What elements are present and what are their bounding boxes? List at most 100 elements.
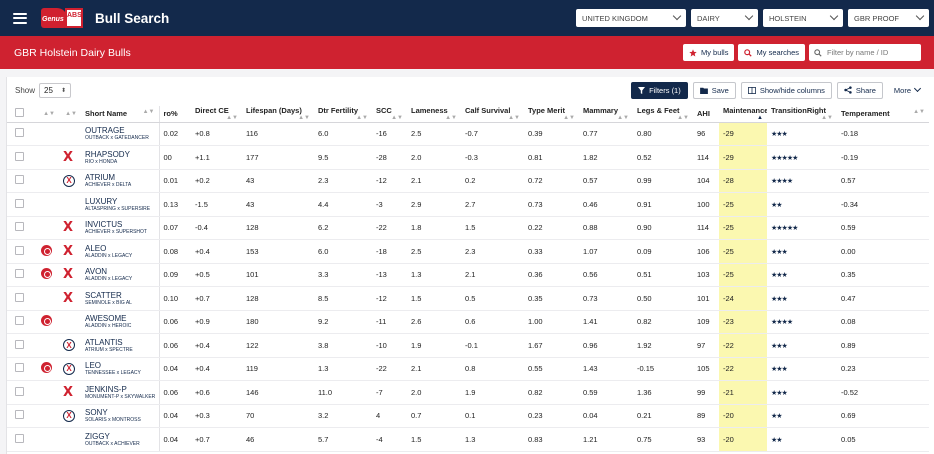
- short-name-cell[interactable]: ATRIUM ACHIEVER x DELTA: [81, 169, 160, 193]
- row-checkbox[interactable]: [15, 433, 24, 443]
- table-row[interactable]: X SONY SOLARIS x MONTROSS 0.04 +0.3 70 3.2 4 0.7…: [7, 404, 929, 428]
- column-header-transitionright[interactable]: TransitionRight ▲▼: [767, 106, 837, 123]
- row-checkbox[interactable]: [15, 198, 24, 208]
- table-row[interactable]: AWESOME ALADDIN x HEROIC 0.06 +0.9 180 9.2 -11…: [7, 310, 929, 334]
- table-row[interactable]: X RHAPSODY RIO x HONDA 00 +1.1 177 9.5 -28 2.0 -0…: [7, 145, 929, 170]
- breed-select[interactable]: HOLSTEIN: [763, 9, 843, 27]
- row-select-cell[interactable]: [7, 239, 37, 264]
- select-all-checkbox[interactable]: [15, 108, 24, 118]
- filters-button[interactable]: Filters (1): [631, 81, 688, 99]
- table-row[interactable]: X INVICTUS ACHIEVER x SUPERSHOT 0.07 -0.4 128…: [7, 216, 929, 240]
- bull-name-link[interactable]: ZIGGY: [85, 431, 110, 441]
- country-select[interactable]: UNITED KINGDOM: [576, 9, 686, 27]
- column-header-lifespan[interactable]: Lifespan (Days) ▲▼: [242, 106, 314, 123]
- badge-header[interactable]: ▲▼: [37, 106, 59, 123]
- bull-name-link[interactable]: AVON: [85, 267, 108, 277]
- show-hide-columns-button[interactable]: Show/hide columns: [740, 81, 832, 99]
- bull-name-link[interactable]: AWESOME: [85, 314, 127, 324]
- brand-logo[interactable]: ABS Genus: [41, 6, 85, 30]
- table-row[interactable]: X LEO TENNESSEE x LEGACY 0.04 +0.4 119 1.3 -22 2…: [7, 357, 929, 381]
- row-checkbox[interactable]: [15, 316, 24, 326]
- bull-name-link[interactable]: OUTRAGE: [85, 126, 125, 136]
- bull-name-link[interactable]: ATRIUM: [85, 173, 116, 183]
- table-row[interactable]: LUXURY ALTASPRING x SUPERSIRE 0.13 -1.5 43 4.…: [7, 192, 929, 217]
- short-name-cell[interactable]: LUXURY ALTASPRING x SUPERSIRE: [81, 192, 160, 217]
- column-header-calf-survival[interactable]: Calf Survival ▲▼: [461, 106, 524, 123]
- row-select-cell[interactable]: [7, 310, 37, 334]
- column-header-direct-ce[interactable]: Direct CE ▲▼: [191, 106, 242, 123]
- short-name-cell[interactable]: AWESOME ALADDIN x HEROIC: [81, 310, 160, 334]
- row-select-cell[interactable]: [7, 357, 37, 381]
- column-header-type-merit[interactable]: Type Merit ▲▼: [524, 106, 579, 123]
- column-header-maintenance[interactable]: Maintenance ▲: [719, 106, 767, 123]
- bull-name-link[interactable]: SONY: [85, 408, 108, 418]
- row-checkbox[interactable]: [15, 269, 24, 279]
- name-filter-input[interactable]: Filter by name / ID: [809, 44, 921, 61]
- save-button[interactable]: Save: [692, 81, 736, 99]
- select-all-header[interactable]: [7, 106, 37, 123]
- row-select-cell[interactable]: [7, 404, 37, 428]
- page-size-select[interactable]: 25 ⬍: [39, 82, 72, 98]
- my-bulls-button[interactable]: My bulls: [682, 44, 735, 61]
- mark-header[interactable]: ▲▼: [59, 106, 81, 123]
- short-name-cell[interactable]: RHAPSODY RIO x HONDA: [81, 145, 160, 170]
- table-row[interactable]: X SCATTER SEMINOLE x BIG AL 0.10 +0.7 128 8.5-…: [7, 286, 929, 311]
- row-checkbox[interactable]: [15, 363, 24, 373]
- short-name-cell[interactable]: ZIGGY OUTBACK x ACHIEVER: [81, 427, 160, 452]
- row-checkbox[interactable]: [15, 222, 24, 232]
- row-checkbox[interactable]: [15, 151, 24, 161]
- table-row[interactable]: ZIGGY OUTBACK x ACHIEVER 0.04 +0.7 46 5.7 -4 1.…: [7, 427, 929, 452]
- bull-name-link[interactable]: ALEO: [85, 243, 107, 253]
- row-checkbox[interactable]: [15, 292, 24, 302]
- bull-name-link[interactable]: SCATTER: [85, 290, 122, 300]
- row-checkbox[interactable]: [15, 128, 24, 138]
- row-select-cell[interactable]: [7, 145, 37, 170]
- column-header-ro[interactable]: ro%: [159, 106, 191, 123]
- table-row[interactable]: X ATLANTIS ATRIUM x SPECTRE 0.06 +0.4 122 3.8-…: [7, 333, 929, 358]
- sector-select[interactable]: DAIRY: [691, 9, 758, 27]
- row-select-cell[interactable]: [7, 216, 37, 240]
- row-select-cell[interactable]: [7, 427, 37, 452]
- column-header-short-name[interactable]: Short Name ▲▼: [81, 106, 160, 123]
- short-name-cell[interactable]: INVICTUS ACHIEVER x SUPERSHOT: [81, 216, 160, 240]
- short-name-cell[interactable]: JENKINS-P MONUMENT-P x SKYWALKER: [81, 380, 160, 405]
- short-name-cell[interactable]: SCATTER SEMINOLE x BIG AL: [81, 286, 160, 311]
- short-name-cell[interactable]: ATLANTIS ATRIUM x SPECTRE: [81, 333, 160, 358]
- bull-name-link[interactable]: INVICTUS: [85, 220, 123, 230]
- short-name-cell[interactable]: LEO TENNESSEE x LEGACY: [81, 357, 160, 381]
- row-select-cell[interactable]: [7, 122, 37, 146]
- row-select-cell[interactable]: [7, 263, 37, 287]
- table-row[interactable]: X JENKINS-P MONUMENT-P x SKYWALKER 0.06 +0.6…: [7, 380, 929, 405]
- menu-icon[interactable]: [13, 12, 27, 24]
- row-select-cell[interactable]: [7, 380, 37, 405]
- table-row[interactable]: OUTRAGE OUTBACK x GATEDANCER 0.02 +0.8 116 6.…: [7, 122, 929, 146]
- column-header-lameness[interactable]: Lameness ▲▼: [407, 106, 461, 123]
- short-name-cell[interactable]: OUTRAGE OUTBACK x GATEDANCER: [81, 122, 160, 146]
- row-select-cell[interactable]: [7, 192, 37, 217]
- bull-name-link[interactable]: LUXURY: [85, 196, 118, 206]
- row-select-cell[interactable]: [7, 286, 37, 311]
- table-row[interactable]: X ATRIUM ACHIEVER x DELTA 0.01 +0.2 43 2.3 -12 2…: [7, 169, 929, 193]
- bull-name-link[interactable]: LEO: [85, 361, 102, 371]
- bull-name-link[interactable]: JENKINS-P: [85, 384, 127, 394]
- my-searches-button[interactable]: My searches: [738, 44, 805, 61]
- row-checkbox[interactable]: [15, 175, 24, 185]
- proof-select[interactable]: GBR PROOF: [848, 9, 929, 27]
- column-header-temperament[interactable]: Temperament ▲▼: [837, 106, 929, 123]
- short-name-cell[interactable]: ALEO ALADDIN x LEGACY: [81, 239, 160, 264]
- more-menu[interactable]: More: [888, 84, 926, 95]
- column-header-scc[interactable]: SCC ▲▼: [372, 106, 407, 123]
- bull-name-link[interactable]: RHAPSODY: [85, 149, 130, 159]
- bull-name-link[interactable]: ATLANTIS: [85, 337, 123, 347]
- share-button[interactable]: Share: [836, 81, 883, 99]
- row-checkbox[interactable]: [15, 410, 24, 420]
- column-header-ahi[interactable]: AHI: [693, 106, 719, 123]
- short-name-cell[interactable]: SONY SOLARIS x MONTROSS: [81, 404, 160, 428]
- table-row[interactable]: X ALEO ALADDIN x LEGACY 0.08 +0.4 153 6.0 -18 2.…: [7, 239, 929, 264]
- row-checkbox[interactable]: [15, 245, 24, 255]
- column-header-dtr-fertility[interactable]: Dtr Fertility ▲▼: [314, 106, 372, 123]
- row-select-cell[interactable]: [7, 333, 37, 358]
- column-header-legs-feet[interactable]: Legs & Feet ▲▼: [633, 106, 693, 123]
- row-checkbox[interactable]: [15, 386, 24, 396]
- table-row[interactable]: X AVON ALADDIN x LEGACY 0.09 +0.5 101 3.3 -13 1.…: [7, 263, 929, 287]
